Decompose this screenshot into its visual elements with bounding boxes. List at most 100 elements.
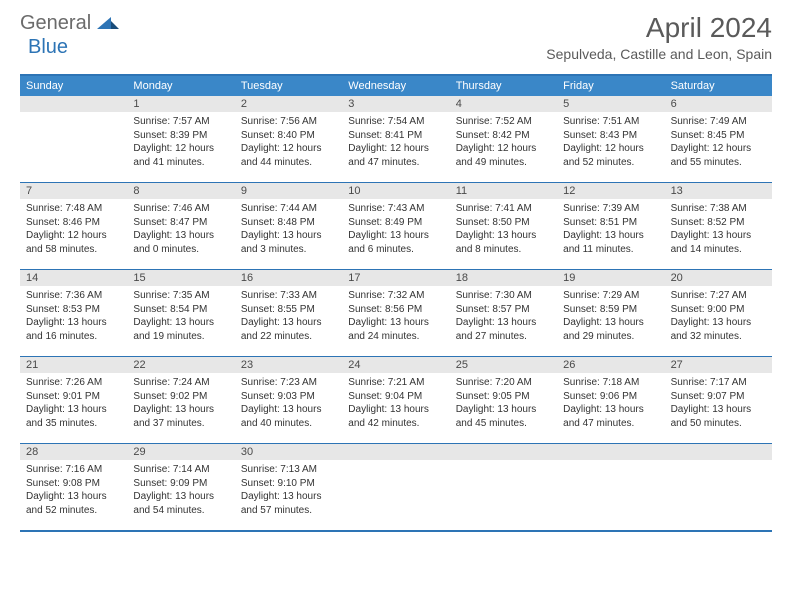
- day-number: 27: [665, 357, 772, 373]
- sunset-line: Sunset: 8:48 PM: [241, 216, 336, 230]
- dow-cell: Thursday: [450, 76, 557, 96]
- sunset-line: Sunset: 9:02 PM: [133, 390, 228, 404]
- sunrise-line: Sunrise: 7:27 AM: [671, 289, 766, 303]
- sunrise-line: Sunrise: 7:44 AM: [241, 202, 336, 216]
- daylight-line: Daylight: 13 hours and 37 minutes.: [133, 403, 228, 430]
- sunrise-line: Sunrise: 7:26 AM: [26, 376, 121, 390]
- day-number: 19: [557, 270, 664, 286]
- day-body: Sunrise: 7:13 AMSunset: 9:10 PMDaylight:…: [235, 460, 342, 520]
- day-cell: 27Sunrise: 7:17 AMSunset: 9:07 PMDayligh…: [665, 357, 772, 443]
- daylight-line: Daylight: 13 hours and 22 minutes.: [241, 316, 336, 343]
- day-number: 1: [127, 96, 234, 112]
- calendar: SundayMondayTuesdayWednesdayThursdayFrid…: [20, 74, 772, 532]
- day-cell: 5Sunrise: 7:51 AMSunset: 8:43 PMDaylight…: [557, 96, 664, 182]
- day-cell: [557, 444, 664, 530]
- sunset-line: Sunset: 8:49 PM: [348, 216, 443, 230]
- day-cell: 1Sunrise: 7:57 AMSunset: 8:39 PMDaylight…: [127, 96, 234, 182]
- day-cell: 7Sunrise: 7:48 AMSunset: 8:46 PMDaylight…: [20, 183, 127, 269]
- day-number: 16: [235, 270, 342, 286]
- sunrise-line: Sunrise: 7:41 AM: [456, 202, 551, 216]
- day-body: Sunrise: 7:16 AMSunset: 9:08 PMDaylight:…: [20, 460, 127, 520]
- week-row: 21Sunrise: 7:26 AMSunset: 9:01 PMDayligh…: [20, 356, 772, 443]
- daylight-line: Daylight: 13 hours and 29 minutes.: [563, 316, 658, 343]
- day-body: Sunrise: 7:35 AMSunset: 8:54 PMDaylight:…: [127, 286, 234, 346]
- week-row: 7Sunrise: 7:48 AMSunset: 8:46 PMDaylight…: [20, 182, 772, 269]
- sunrise-line: Sunrise: 7:46 AM: [133, 202, 228, 216]
- day-body: Sunrise: 7:38 AMSunset: 8:52 PMDaylight:…: [665, 199, 772, 259]
- daylight-line: Daylight: 13 hours and 6 minutes.: [348, 229, 443, 256]
- day-body: Sunrise: 7:36 AMSunset: 8:53 PMDaylight:…: [20, 286, 127, 346]
- day-body: Sunrise: 7:33 AMSunset: 8:55 PMDaylight:…: [235, 286, 342, 346]
- day-cell: 4Sunrise: 7:52 AMSunset: 8:42 PMDaylight…: [450, 96, 557, 182]
- day-number: 21: [20, 357, 127, 373]
- daylight-line: Daylight: 13 hours and 0 minutes.: [133, 229, 228, 256]
- day-number: 18: [450, 270, 557, 286]
- day-number: [342, 444, 449, 460]
- day-cell: 6Sunrise: 7:49 AMSunset: 8:45 PMDaylight…: [665, 96, 772, 182]
- day-body: Sunrise: 7:17 AMSunset: 9:07 PMDaylight:…: [665, 373, 772, 433]
- sunset-line: Sunset: 9:01 PM: [26, 390, 121, 404]
- day-number: 17: [342, 270, 449, 286]
- sunset-line: Sunset: 8:42 PM: [456, 129, 551, 143]
- day-cell: 20Sunrise: 7:27 AMSunset: 9:00 PMDayligh…: [665, 270, 772, 356]
- sunset-line: Sunset: 9:07 PM: [671, 390, 766, 404]
- title-block: April 2024 Sepulveda, Castille and Leon,…: [546, 12, 772, 62]
- day-number: 2: [235, 96, 342, 112]
- day-number: [450, 444, 557, 460]
- day-number: 9: [235, 183, 342, 199]
- day-body: Sunrise: 7:14 AMSunset: 9:09 PMDaylight:…: [127, 460, 234, 520]
- daylight-line: Daylight: 13 hours and 32 minutes.: [671, 316, 766, 343]
- day-number: 14: [20, 270, 127, 286]
- daylight-line: Daylight: 12 hours and 47 minutes.: [348, 142, 443, 169]
- week-row: 28Sunrise: 7:16 AMSunset: 9:08 PMDayligh…: [20, 443, 772, 530]
- day-number: 30: [235, 444, 342, 460]
- sunset-line: Sunset: 8:50 PM: [456, 216, 551, 230]
- sunrise-line: Sunrise: 7:48 AM: [26, 202, 121, 216]
- sunset-line: Sunset: 8:45 PM: [671, 129, 766, 143]
- day-body: Sunrise: 7:49 AMSunset: 8:45 PMDaylight:…: [665, 112, 772, 172]
- day-cell: 21 Sunrise: 7:26 AMSunset: 9:01 PMDayligh…: [20, 357, 127, 443]
- sunset-line: Sunset: 8:40 PM: [241, 129, 336, 143]
- day-body: Sunrise: 7:18 AMSunset: 9:06 PMDaylight:…: [557, 373, 664, 433]
- day-body: Sunrise: 7:30 AMSunset: 8:57 PMDaylight:…: [450, 286, 557, 346]
- day-body: Sunrise: 7:20 AMSunset: 9:05 PMDaylight:…: [450, 373, 557, 433]
- day-number: 10: [342, 183, 449, 199]
- dow-cell: Friday: [557, 76, 664, 96]
- sunset-line: Sunset: 9:09 PM: [133, 477, 228, 491]
- sunset-line: Sunset: 8:59 PM: [563, 303, 658, 317]
- daylight-line: Daylight: 13 hours and 35 minutes.: [26, 403, 121, 430]
- daylight-line: Daylight: 13 hours and 40 minutes.: [241, 403, 336, 430]
- day-body: Sunrise: 7:32 AMSunset: 8:56 PMDaylight:…: [342, 286, 449, 346]
- sunset-line: Sunset: 9:04 PM: [348, 390, 443, 404]
- daylight-line: Daylight: 13 hours and 42 minutes.: [348, 403, 443, 430]
- day-number: 7: [20, 183, 127, 199]
- sunset-line: Sunset: 8:55 PM: [241, 303, 336, 317]
- sunrise-line: Sunrise: 7:49 AM: [671, 115, 766, 129]
- day-cell: 25Sunrise: 7:20 AMSunset: 9:05 PMDayligh…: [450, 357, 557, 443]
- sunrise-line: Sunrise: 7:18 AM: [563, 376, 658, 390]
- sunset-line: Sunset: 8:57 PM: [456, 303, 551, 317]
- day-number: [557, 444, 664, 460]
- day-body: Sunrise: 7:56 AMSunset: 8:40 PMDaylight:…: [235, 112, 342, 172]
- sunset-line: Sunset: 8:39 PM: [133, 129, 228, 143]
- day-body: Sunrise: 7:54 AMSunset: 8:41 PMDaylight:…: [342, 112, 449, 172]
- logo-mark-icon: [97, 13, 119, 34]
- day-number: 24: [342, 357, 449, 373]
- daylight-line: Daylight: 13 hours and 14 minutes.: [671, 229, 766, 256]
- day-body: Sunrise: 7:57 AMSunset: 8:39 PMDaylight:…: [127, 112, 234, 172]
- sunrise-line: Sunrise: 7:54 AM: [348, 115, 443, 129]
- day-number: 6: [665, 96, 772, 112]
- sunset-line: Sunset: 9:06 PM: [563, 390, 658, 404]
- daylight-line: Daylight: 12 hours and 49 minutes.: [456, 142, 551, 169]
- logo: General: [20, 12, 121, 35]
- sunset-line: Sunset: 9:03 PM: [241, 390, 336, 404]
- weeks-container: 1Sunrise: 7:57 AMSunset: 8:39 PMDaylight…: [20, 96, 772, 530]
- sunrise-line: Sunrise: 7:16 AM: [26, 463, 121, 477]
- day-body: Sunrise: 7:43 AMSunset: 8:49 PMDaylight:…: [342, 199, 449, 259]
- day-number: 25: [450, 357, 557, 373]
- sunrise-line: Sunrise: 7:51 AM: [563, 115, 658, 129]
- day-cell: 10Sunrise: 7:43 AMSunset: 8:49 PMDayligh…: [342, 183, 449, 269]
- daylight-line: Daylight: 13 hours and 19 minutes.: [133, 316, 228, 343]
- dow-cell: Wednesday: [342, 76, 449, 96]
- daylight-line: Daylight: 13 hours and 45 minutes.: [456, 403, 551, 430]
